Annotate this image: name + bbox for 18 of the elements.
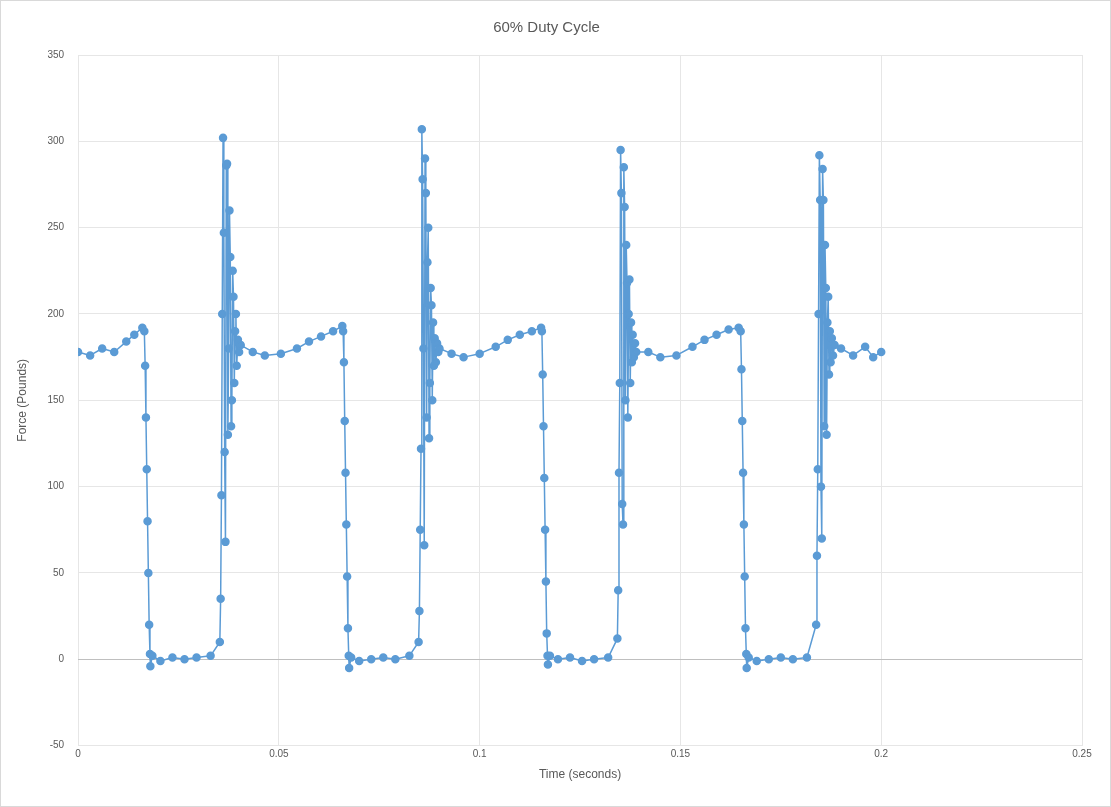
y-tick-label: 100 — [47, 480, 65, 492]
y-tick-label: 50 — [52, 566, 65, 578]
y-tick-label: 300 — [47, 135, 65, 147]
x-tick-label: 0.15 — [670, 748, 691, 760]
y-tick-label: 200 — [47, 307, 65, 319]
y-tick-label: 350 — [47, 48, 65, 60]
x-tick-label: 0 — [75, 748, 82, 760]
y-tick-label: 150 — [47, 394, 65, 406]
y-tick-label: 250 — [47, 221, 65, 233]
x-axis-title: Time (seconds) — [538, 767, 622, 782]
x-tick-label: 0.2 — [874, 748, 889, 760]
x-tick-label: 0.25 — [1072, 748, 1093, 760]
y-axis-title: Force (Pounds) — [14, 358, 29, 442]
chart-title: 60% Duty Cycle — [493, 18, 600, 36]
x-tick-label: 0.1 — [472, 748, 488, 760]
y-tick-label: -50 — [49, 739, 65, 751]
x-tick-label: 0.05 — [269, 748, 290, 760]
y-tick-label: 0 — [58, 653, 65, 665]
